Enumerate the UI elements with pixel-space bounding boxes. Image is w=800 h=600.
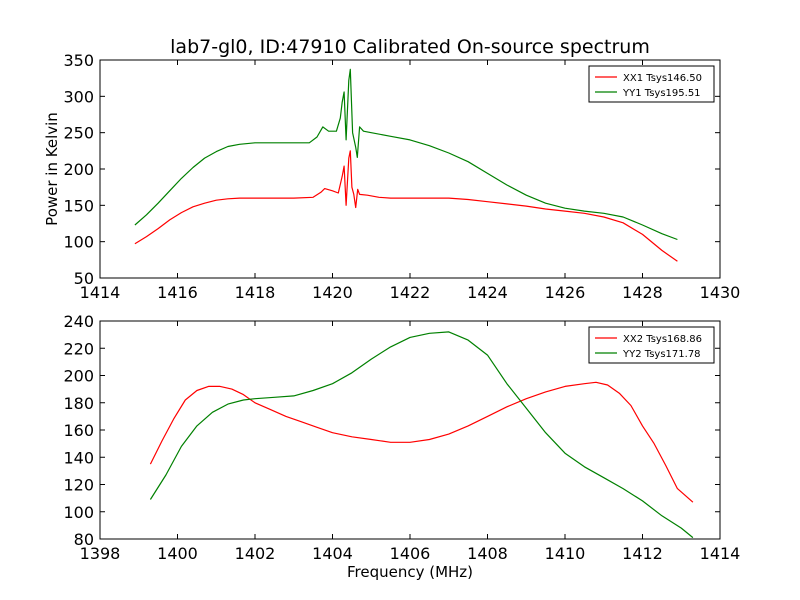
- top-y-axis-label: Power in Kelvin: [43, 112, 61, 226]
- top-x-tick-label: 1418: [235, 283, 276, 302]
- bottom-x-tick-label: 1408: [467, 544, 508, 563]
- bottom-y-tick-label: 220: [63, 339, 94, 358]
- bottom-plot: 1398 1400 1402 1404 1406 1408 1410 1412 1414 80 10…: [63, 312, 740, 581]
- top-x-tick-label: 1430: [700, 283, 741, 302]
- bottom-x-tick-label: 1404: [312, 544, 353, 563]
- top-x-tick-label: 1416: [157, 283, 198, 302]
- bottom-legend-label-1: XX2 Tsys168.86: [623, 334, 702, 345]
- top-plot: 1414 1416 1418 1420 1422 1424 1426 1428 1430 50 10…: [43, 51, 740, 302]
- bottom-x-tick-label: 1398: [80, 544, 121, 563]
- top-y-tick-label: 200: [63, 160, 94, 179]
- bottom-y-tick-label: 200: [63, 367, 94, 386]
- bottom-legend: XX2 Tsys168.86 YY2 Tsys171.78: [588, 326, 715, 364]
- top-x-tick-label: 1420: [312, 283, 353, 302]
- bottom-y-tick-label: 240: [63, 312, 94, 331]
- top-x-tick-label: 1422: [390, 283, 431, 302]
- bottom-x-axis-label: Frequency (MHz): [347, 563, 473, 581]
- bottom-legend-label-2: YY2 Tsys171.78: [622, 349, 701, 360]
- bottom-x-tick-label: 1412: [622, 544, 663, 563]
- bottom-series-line-2: [149, 331, 694, 539]
- top-x-tick-label: 1428: [622, 283, 663, 302]
- top-legend: XX1 Tsys146.50 YY1 Tsys195.51: [588, 65, 715, 103]
- figure-title: lab7-gl0, ID:47910 Calibrated On-source …: [170, 36, 650, 58]
- bottom-y-tick-label: 180: [63, 394, 94, 413]
- top-legend-box: [588, 65, 715, 103]
- bottom-y-tick-label: 120: [63, 476, 94, 495]
- bottom-x-tick-label: 1410: [545, 544, 586, 563]
- top-x-tick-label: 1426: [545, 283, 586, 302]
- bottom-x-tick-label: 1414: [700, 544, 741, 563]
- bottom-y-tick-label: 100: [63, 503, 94, 522]
- top-series-line-1: [134, 150, 678, 262]
- top-y-tick-label: 300: [63, 87, 94, 106]
- bottom-legend-box: [588, 326, 715, 364]
- top-legend-label-1: XX1 Tsys146.50: [623, 73, 702, 84]
- top-series-line-2: [134, 68, 678, 241]
- bottom-x-tick-label: 1406: [390, 544, 431, 563]
- top-y-tick-label: 50: [74, 269, 94, 288]
- top-y-tick-label: 100: [63, 233, 94, 252]
- top-x-tick-label: 1414: [80, 283, 121, 302]
- bottom-y-tick-label: 140: [63, 448, 94, 467]
- top-y-tick-label: 250: [63, 124, 94, 143]
- bottom-series-line-1: [149, 381, 694, 503]
- top-y-tick-label: 350: [63, 51, 94, 70]
- top-y-tick-label: 150: [63, 196, 94, 215]
- bottom-y-tick-label: 160: [63, 421, 94, 440]
- top-legend-label-2: YY1 Tsys195.51: [622, 88, 701, 99]
- bottom-x-tick-label: 1402: [235, 544, 276, 563]
- bottom-x-tick-label: 1400: [157, 544, 198, 563]
- bottom-y-tick-label: 80: [74, 530, 94, 549]
- top-x-tick-label: 1424: [467, 283, 508, 302]
